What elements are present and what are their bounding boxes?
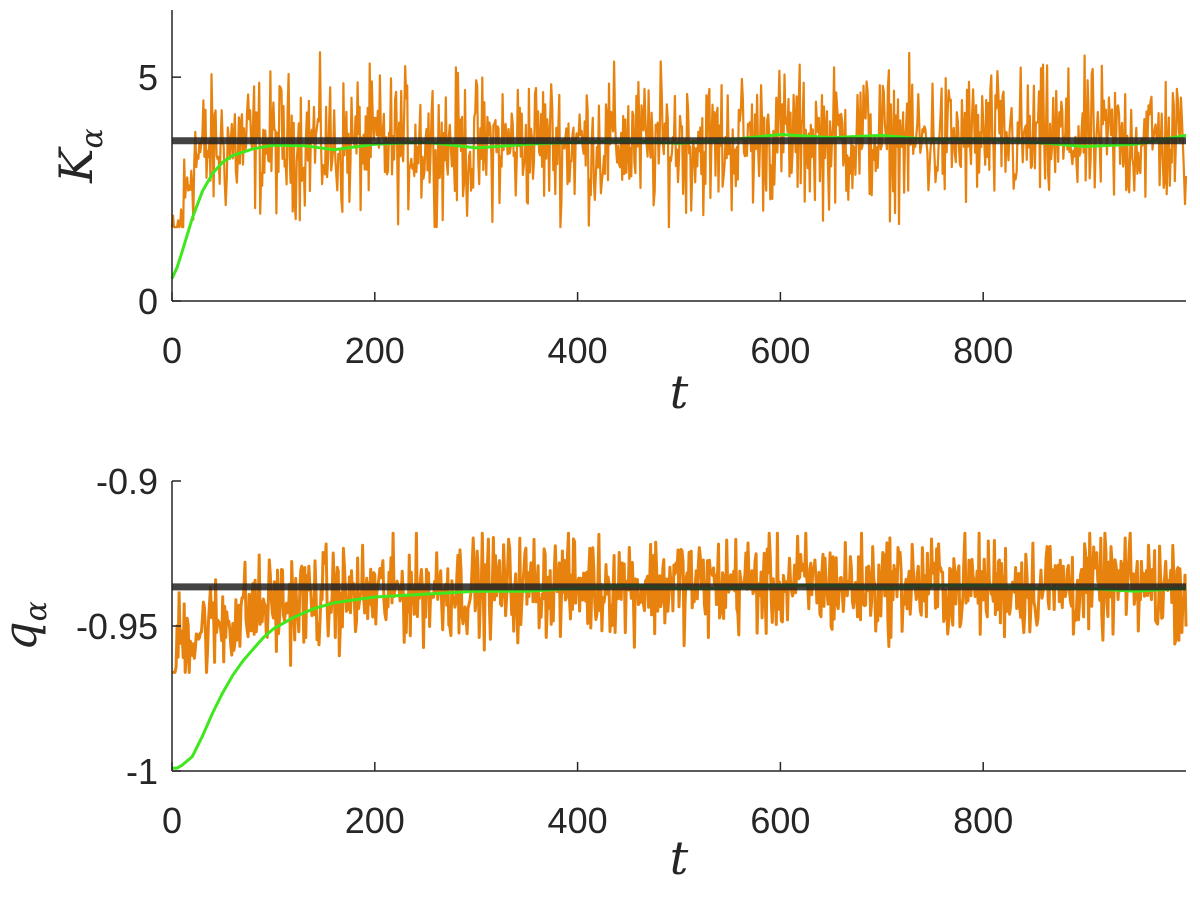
q-alpha-y-tick-label: -0.95 [76,606,158,647]
q-alpha-x-tick-label: 200 [345,800,405,841]
k-alpha-x-tick-label: 0 [162,330,182,371]
q-alpha-x-tick-label: 800 [953,800,1013,841]
k-alpha-panel: 0 200 400 600 800 0 5 t Kα [49,10,1188,419]
k-alpha-x-tick-label: 200 [345,330,405,371]
k-alpha-x-tick-label: 800 [953,330,1013,371]
q-alpha-y-tick-label: -1 [126,751,158,792]
k-alpha-sample-path-line [170,51,1188,229]
q-alpha-x-tick-label: 400 [548,800,608,841]
q-alpha-y-tick-label: -0.9 [96,461,158,502]
k-alpha-y-tick-label: 0 [138,281,158,322]
q-alpha-x-label: t [670,831,689,885]
k-alpha-y-tick-label: 5 [138,57,158,98]
k-alpha-x-tick-label: 400 [548,330,608,371]
k-alpha-ticks: 0 200 400 600 800 0 5 [138,57,1013,371]
q-alpha-ticks: 0 200 400 600 800 -1 -0.95 -0.9 [76,461,1013,841]
q-alpha-panel: 0 200 400 600 800 -1 -0.95 -0.9 t qα [0,461,1188,885]
k-alpha-x-label: t [670,365,689,419]
q-alpha-running-mean-line [172,583,1187,770]
q-alpha-x-tick-label: 0 [162,800,182,841]
k-alpha-y-label: Kα [49,128,110,184]
q-alpha-x-tick-label: 600 [750,800,810,841]
k-alpha-plot-area [170,51,1188,280]
q-alpha-plot-area [171,531,1188,770]
k-alpha-x-tick-label: 600 [750,330,810,371]
q-alpha-y-label: qα [0,601,54,651]
q-alpha-sample-path-line [171,531,1188,674]
